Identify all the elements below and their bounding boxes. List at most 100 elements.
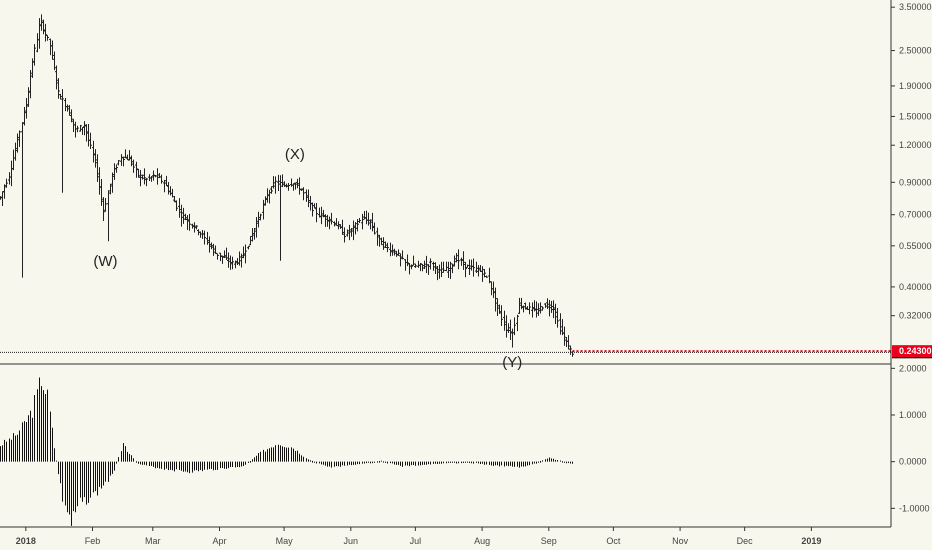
ohlc-bar: [208, 236, 211, 253]
ohlc-bar: [369, 219, 372, 230]
time-axis[interactable]: 2018 Feb Mar Apr May Jun Jul Aug Sep Oct Nov Dec 201…: [16, 527, 822, 546]
ohlc-bar: [31, 58, 34, 78]
ohlc-bar: [107, 190, 110, 242]
ohlc-bar: [259, 213, 262, 221]
ohlc-bar: [556, 308, 559, 328]
alert-price-label: 0.24300: [899, 346, 932, 356]
ohlc-bar: [264, 196, 267, 206]
ohlc-bar: [419, 263, 422, 272]
ohlc-bar: [210, 242, 213, 250]
ohlc-bar: [373, 222, 376, 235]
ohlc-bar: [145, 177, 148, 187]
ohlc-bar: [432, 261, 435, 271]
ohlc-bar: [352, 220, 355, 241]
ohlc-bar: [330, 212, 333, 225]
ohlc-bar: [130, 155, 133, 167]
ohlc-bar: [305, 189, 308, 202]
ohlc-bar: [399, 253, 402, 267]
ohlc-bar: [89, 132, 92, 150]
ohlc-bar: [371, 212, 374, 232]
ohlc-bar: [401, 250, 404, 260]
ohlc-bar: [117, 160, 120, 166]
ohlc-bar: [533, 300, 536, 312]
ohlc-bar: [279, 175, 282, 261]
ohlc-bar: [5, 178, 8, 188]
ohlc-bar: [322, 209, 325, 218]
ohlc-bar: [59, 93, 62, 100]
ohlc-bar: [171, 188, 174, 198]
ohlc-bar: [434, 262, 437, 274]
ohlc-bar: [421, 263, 424, 272]
ohlc-bar: [193, 222, 196, 233]
ohlc-bar: [42, 19, 45, 35]
ohlc-bar: [152, 170, 155, 181]
ohlc-bar: [384, 241, 387, 249]
ohlc-bar: [386, 242, 389, 253]
time-tick-label: Jul: [410, 536, 422, 546]
ohlc-bar: [464, 261, 467, 278]
ohlc-bar: [548, 300, 551, 317]
ohlc-bar: [83, 121, 86, 136]
ohlc-bar: [173, 196, 176, 203]
ohlc-bar: [445, 261, 448, 272]
ohlc-bar: [328, 216, 331, 230]
ohlc-bar: [311, 202, 314, 217]
ohlc-bar: [285, 183, 288, 188]
ohlc-bar: [503, 310, 506, 331]
ohlc-bar: [528, 302, 531, 315]
ohlc-bar: [221, 255, 224, 264]
price-axis[interactable]: 3.50000 2.50000 1.90000 1.50000 1.20000 0.900…: [891, 2, 932, 321]
ohlc-bar: [391, 244, 394, 256]
ohlc-bar: [14, 142, 17, 161]
ohlc-bar: [507, 323, 510, 333]
price-tick-label: 0.90000: [899, 177, 932, 187]
ohlc-bar: [552, 300, 555, 319]
ohlc-bar: [94, 149, 97, 168]
ohlc-bar: [397, 249, 400, 256]
ohlc-bar: [262, 199, 265, 220]
ohlc-bar: [287, 183, 290, 191]
ohlc-bar: [150, 175, 153, 182]
ohlc-bar: [341, 219, 344, 235]
ohlc-bar: [182, 207, 185, 224]
ohlc-bar: [257, 211, 260, 228]
ohlc-bar: [66, 104, 69, 112]
ohlc-bar: [455, 252, 458, 263]
time-tick-label: Mar: [145, 536, 161, 546]
ohlc-bar: [544, 303, 547, 308]
ohlc-bar: [55, 65, 58, 90]
ohlc-bar: [178, 198, 181, 218]
ohlc-bar: [429, 258, 432, 270]
ohlc-bar: [315, 202, 318, 223]
ohlc-bar: [350, 228, 353, 237]
ohlc-bar: [309, 195, 312, 211]
ohlc-bar: [414, 263, 417, 268]
time-tick-label: Aug: [474, 536, 490, 546]
ohlc-bar: [111, 172, 114, 193]
ohlc-bar: [376, 227, 379, 246]
ohlc-bar: [44, 23, 47, 42]
ohlc-bar: [156, 168, 159, 185]
ohlc-bar: [466, 264, 469, 268]
ohlc-bar: [313, 203, 316, 209]
price-pane[interactable]: [0, 14, 574, 357]
oscillator-axis[interactable]: 2.0000 1.0000 0.0000 -1.0000: [891, 363, 930, 513]
ohlc-bar: [531, 302, 534, 318]
ohlc-bar: [274, 176, 277, 194]
ohlc-bar: [27, 87, 30, 107]
ohlc-bar: [363, 210, 366, 220]
ohlc-bar: [337, 221, 340, 230]
ohlc-bar: [203, 230, 206, 245]
time-tick-label: 2019: [801, 536, 821, 546]
ohlc-bar: [96, 154, 99, 182]
ohlc-bar: [163, 179, 166, 193]
ohlc-bar: [76, 125, 79, 133]
price-tick-label: 2.50000: [899, 46, 932, 56]
ohlc-bar: [186, 215, 189, 230]
ohlc-bar: [216, 253, 219, 260]
time-tick-label: Jun: [344, 536, 359, 546]
ohlc-bar: [410, 264, 413, 270]
ohlc-bar: [423, 260, 426, 270]
ohlc-bar: [104, 197, 107, 212]
oscillator-pane[interactable]: [0, 377, 573, 526]
